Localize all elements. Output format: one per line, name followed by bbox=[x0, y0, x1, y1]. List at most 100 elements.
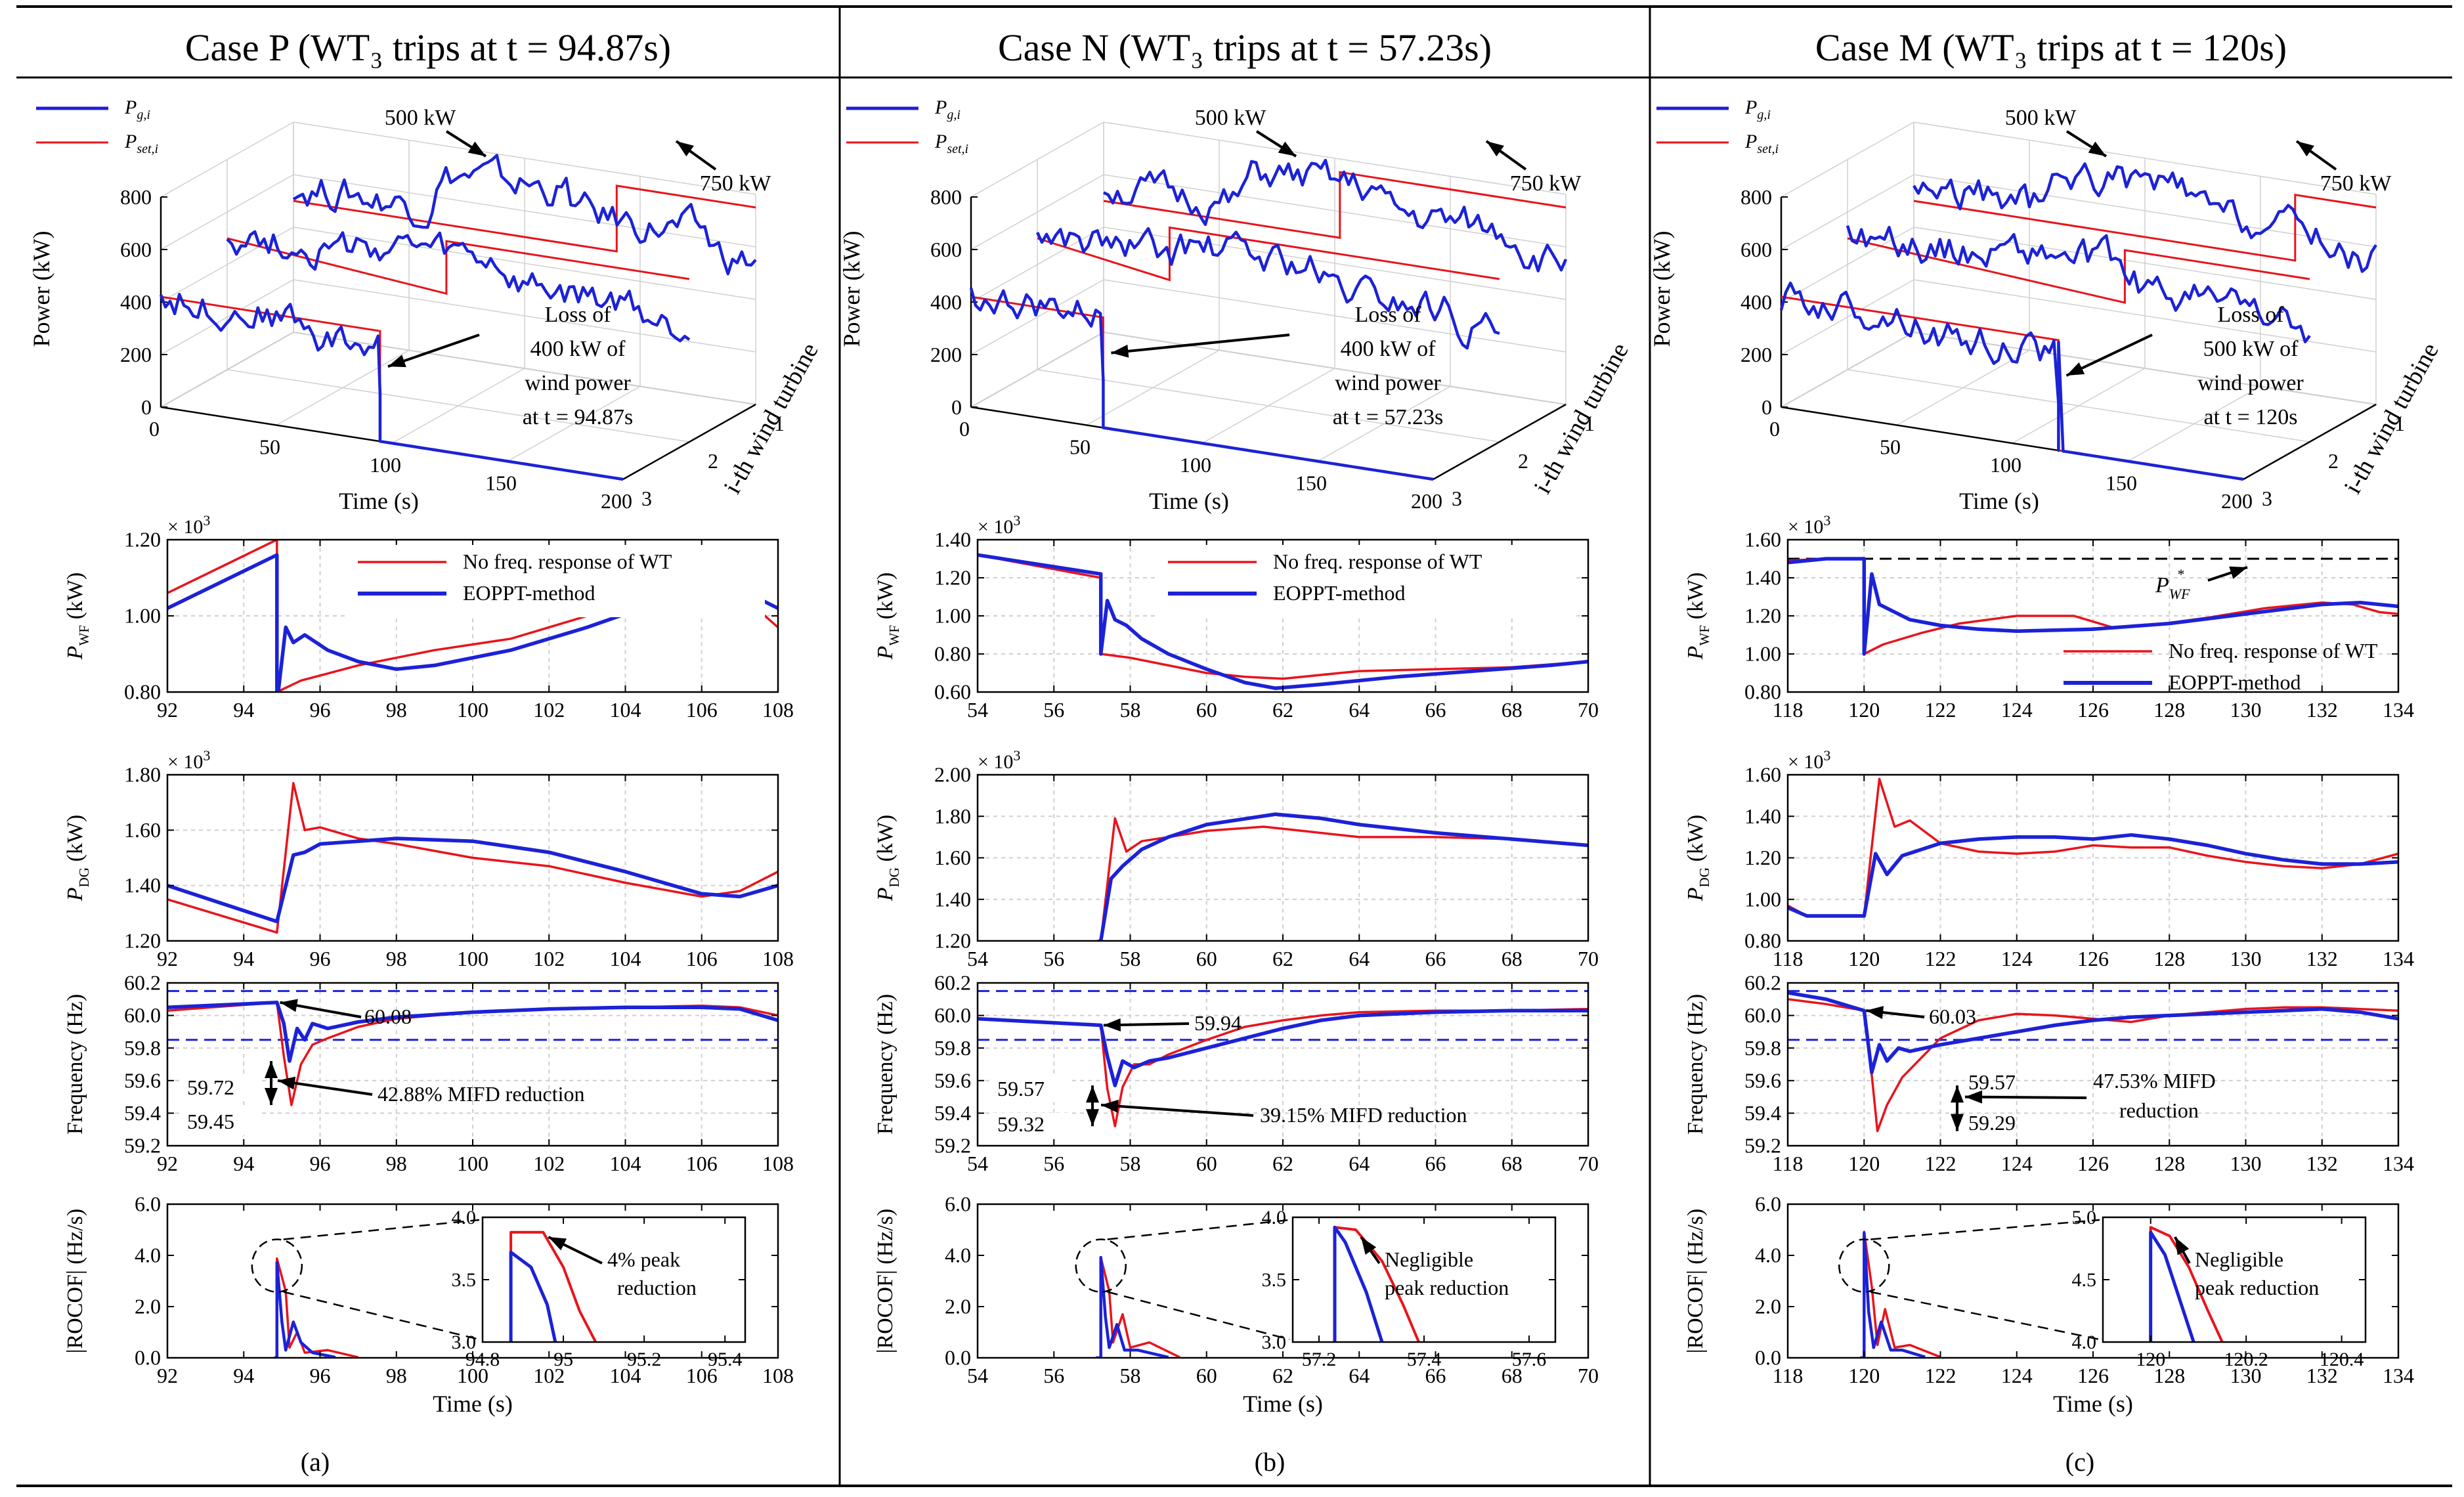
time-axis-label: Time (s) bbox=[1149, 488, 1229, 514]
frequency-axis-label: Frequency (Hz) bbox=[1683, 994, 1708, 1135]
frequency-panel: 118 120 122 124 126 128 130 132 134 59.2 59.4 59.6 5… bbox=[1744, 971, 2414, 1175]
multiplier-label: × 103 bbox=[167, 747, 210, 773]
ylabel-subscript: DG bbox=[1697, 867, 1712, 887]
rocof-axis-label: |ROCOF| (Hz/s) bbox=[63, 1209, 87, 1353]
annotation-nadir-nofreq: 59.32 bbox=[997, 1112, 1045, 1136]
y-tick-label: 3.5 bbox=[452, 1269, 477, 1291]
ylabel-unit: (kW) bbox=[63, 815, 87, 867]
x-tick-label: 64 bbox=[1349, 1152, 1370, 1175]
y-tick-label: 60.2 bbox=[1744, 971, 1781, 995]
y-tick-label: 4.0 bbox=[135, 1244, 161, 1267]
x-tick-label: 118 bbox=[1773, 1152, 1804, 1175]
inset-annotation-line2: peak reduction bbox=[1385, 1276, 1509, 1299]
x-tick-label: 134 bbox=[2383, 1364, 2414, 1387]
x-tick-label: 108 bbox=[762, 947, 794, 970]
x-tick-label: 57.2 bbox=[1302, 1349, 1337, 1370]
annotation-loss-line: wind power bbox=[2197, 371, 2304, 395]
multiplier-exponent: 3 bbox=[1823, 512, 1830, 529]
ylabel-unit: (kW) bbox=[1683, 573, 1708, 625]
legend-text-red: No freq. response of WT bbox=[463, 550, 672, 573]
x-tick-label: 108 bbox=[762, 1364, 794, 1387]
turbine-axis-label: i-th wind turbine bbox=[718, 338, 824, 498]
power-tick-label: 400 bbox=[1740, 290, 1772, 314]
arrow-head bbox=[1965, 1090, 1983, 1104]
x-tick-label: 130 bbox=[2230, 1152, 2262, 1175]
y-tick-label: 2.0 bbox=[1755, 1295, 1781, 1318]
x-tick-label: 94 bbox=[233, 1152, 254, 1175]
power-tick-label: 600 bbox=[930, 238, 962, 261]
label-bg bbox=[181, 1075, 259, 1101]
x-tick-label: 70 bbox=[1578, 698, 1599, 722]
multiplier-exponent: 3 bbox=[203, 747, 210, 764]
y-tick-label: 1.40 bbox=[934, 887, 971, 911]
setpoint-wt-1 bbox=[1913, 194, 2377, 262]
x-tick-label: 54 bbox=[967, 1364, 988, 1387]
inset-annotation-line2: reduction bbox=[617, 1276, 697, 1299]
time-tick-label: 0 bbox=[149, 417, 160, 441]
ylabel-unit: (kW) bbox=[873, 573, 897, 625]
y-tick-label: 60.2 bbox=[124, 971, 161, 995]
x-tick-label: 126 bbox=[2077, 1364, 2109, 1387]
reference-sup: * bbox=[2177, 566, 2184, 582]
x-tick-label: 134 bbox=[2383, 1152, 2414, 1175]
y-tick-label: 0.80 bbox=[1744, 929, 1781, 953]
arrow-head bbox=[2066, 362, 2085, 376]
annotation-loss-line: 500 kW of bbox=[2203, 337, 2299, 361]
x-tick-label: 94.8 bbox=[465, 1349, 500, 1370]
series-eoppt bbox=[1788, 991, 2398, 1075]
y-tick-label: 59.4 bbox=[1744, 1101, 1781, 1125]
power-tick-label: 600 bbox=[1740, 238, 1772, 261]
ylabel-main: P bbox=[873, 646, 897, 661]
rocof-inset: 120 120.2 120.4 4.0 4.5 5.0 bbox=[2072, 1207, 2367, 1370]
x-tick-label: 124 bbox=[2001, 1364, 2033, 1387]
x-tick-label: 108 bbox=[762, 1152, 794, 1175]
power-tick-label: 800 bbox=[930, 185, 962, 209]
annotation-500kw: 500 kW bbox=[2005, 106, 2077, 130]
x-tick-label: 130 bbox=[2230, 698, 2262, 722]
surface-3d-plot: 0 200 400 600 800 0 50 100 150 200 1 2 3 Power (kW) Ti… bbox=[1649, 97, 2444, 514]
y-tick-label: 1.20 bbox=[1744, 604, 1781, 628]
panel-label: (a) bbox=[301, 1447, 330, 1477]
setpoint-wt-3 bbox=[1781, 295, 2244, 481]
x-tick-label: 58 bbox=[1120, 1364, 1141, 1387]
ylabel-subscript: WF bbox=[76, 625, 92, 646]
column-case-p: 0 200 400 600 800 0 50 100 150 200 1 2 3 Power (kW) Ti… bbox=[28, 97, 824, 1477]
y-tick-label: 1.20 bbox=[1744, 846, 1781, 869]
annotation-loss-line: wind power bbox=[1335, 371, 1441, 395]
y-tick-label: 59.4 bbox=[934, 1101, 971, 1125]
x-tick-label: 98 bbox=[386, 1152, 407, 1175]
time-tick-label: 200 bbox=[2221, 489, 2253, 513]
series-no-freq-response bbox=[1788, 998, 2398, 1133]
series-group bbox=[1860, 1230, 1941, 1358]
turbine-tick-label: 3 bbox=[1452, 487, 1462, 510]
annotation-loss-line: Loss of bbox=[544, 303, 611, 327]
y-tick-label: 4.5 bbox=[2072, 1269, 2097, 1291]
x-tick-label: 68 bbox=[1502, 1152, 1523, 1175]
subscript: g,i bbox=[137, 108, 150, 122]
frequency-panel: 92 94 96 98 100 102 104 106 108 59.2 59.4 59.6 59.8 6… bbox=[124, 971, 794, 1175]
rocof-inset: 94.8 95 95.2 95.4 3.0 3.5 4.0 bbox=[452, 1207, 746, 1370]
series-eoppt bbox=[2149, 1230, 2195, 1342]
x-tick-label: 122 bbox=[1925, 1152, 1956, 1175]
series-group bbox=[167, 1001, 778, 1106]
zoom-ellipse bbox=[1838, 1238, 1890, 1293]
y-tick-label: 2.0 bbox=[135, 1295, 161, 1318]
power-wt-3 bbox=[159, 293, 624, 481]
ylabel-main: P bbox=[63, 887, 87, 901]
panel-label: (c) bbox=[2065, 1447, 2094, 1477]
y-tick-label: 0.80 bbox=[1744, 680, 1781, 704]
y-tick-label: 1.80 bbox=[124, 763, 161, 787]
ylabel-subscript: DG bbox=[76, 867, 92, 887]
y-tick-label: 0.80 bbox=[124, 680, 161, 704]
x-tick-label: 120 bbox=[1848, 1152, 1880, 1175]
y-tick-label: 6.0 bbox=[135, 1192, 161, 1216]
x-tick-label: 120 bbox=[2136, 1349, 2165, 1370]
plot-area bbox=[1788, 775, 2398, 941]
y-tick-label: 1.60 bbox=[934, 846, 971, 869]
x-tick-label: 66 bbox=[1425, 947, 1446, 970]
x-tick-label: 56 bbox=[1043, 698, 1064, 722]
turbine-tick-label: 3 bbox=[641, 487, 652, 510]
x-tick-label: 134 bbox=[2383, 698, 2414, 722]
series-group bbox=[978, 553, 1588, 690]
y-tick-label: 59.6 bbox=[124, 1068, 161, 1092]
